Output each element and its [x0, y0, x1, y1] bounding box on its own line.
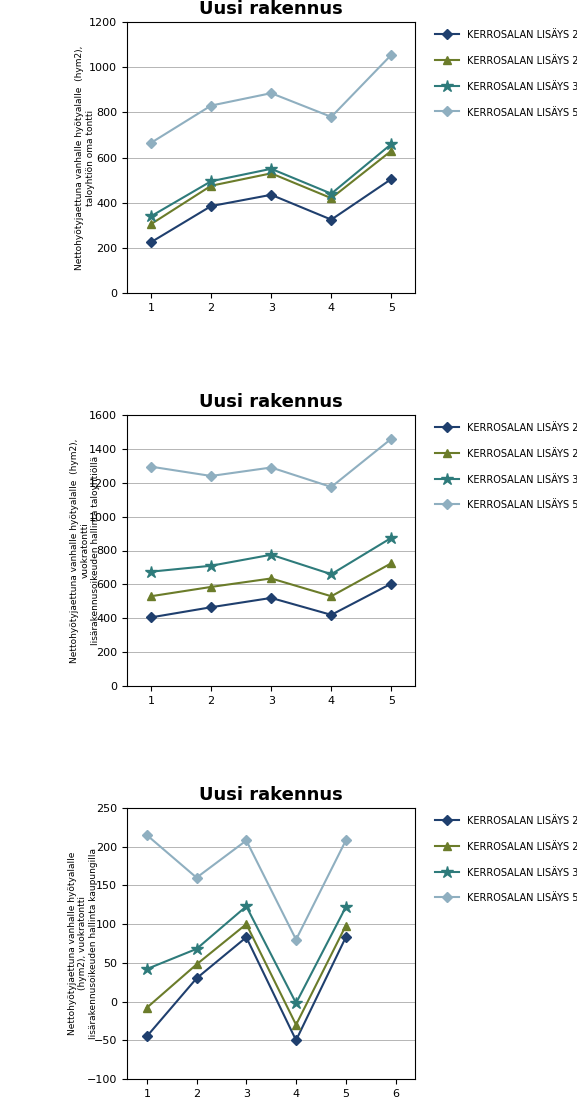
KERROSALAN LISÄYS 2060	[208, 601, 215, 614]
Legend: KERROSALAN LISÄYS 2060, KERROSALAN LISÄYS 2500, KERROSALAN LISÄYS 3000, KERROSAL: KERROSALAN LISÄYS 2060, KERROSALAN LISÄY…	[432, 813, 577, 906]
Line: KERROSALAN LISÄYS 5000: KERROSALAN LISÄYS 5000	[148, 435, 395, 490]
KERROSALAN LISÄYS 3000	[388, 531, 395, 544]
Line: KERROSALAN LISÄYS 2060: KERROSALAN LISÄYS 2060	[148, 175, 395, 246]
KERROSALAN LISÄYS 3000	[143, 962, 150, 975]
Y-axis label: Nettohyötyjaettuna vanhalle hyötyalalle  (hym2),
vuokratontti
lisärakennusoikeud: Nettohyötyjaettuna vanhalle hyötyalalle …	[70, 438, 100, 663]
KERROSALAN LISÄYS 3000	[148, 565, 155, 578]
Title: Uusi rakennus: Uusi rakennus	[199, 786, 343, 804]
Line: KERROSALAN LISÄYS 5000: KERROSALAN LISÄYS 5000	[143, 831, 349, 944]
KERROSALAN LISÄYS 2060	[243, 930, 250, 944]
Y-axis label: Nettohyötyjaettuna vanhalle hyötyalalle
(hym2), vuokratontti
lisärakennusoikeude: Nettohyötyjaettuna vanhalle hyötyalalle …	[68, 848, 98, 1039]
KERROSALAN LISÄYS 3000	[193, 942, 200, 956]
KERROSALAN LISÄYS 2060	[328, 212, 335, 226]
KERROSALAN LISÄYS 2060	[143, 1029, 150, 1043]
KERROSALAN LISÄYS 5000	[388, 432, 395, 445]
Line: KERROSALAN LISÄYS 3000: KERROSALAN LISÄYS 3000	[145, 138, 398, 222]
KERROSALAN LISÄYS 5000	[193, 871, 200, 884]
KERROSALAN LISÄYS 2060	[268, 591, 275, 604]
KERROSALAN LISÄYS 2060	[328, 608, 335, 621]
Line: KERROSALAN LISÄYS 2500: KERROSALAN LISÄYS 2500	[147, 559, 396, 600]
KERROSALAN LISÄYS 2500	[268, 166, 275, 179]
KERROSALAN LISÄYS 3000	[328, 568, 335, 581]
KERROSALAN LISÄYS 2060	[148, 611, 155, 624]
Line: KERROSALAN LISÄYS 2500: KERROSALAN LISÄYS 2500	[147, 146, 396, 228]
KERROSALAN LISÄYS 2500	[388, 144, 395, 157]
KERROSALAN LISÄYS 2500	[328, 192, 335, 205]
KERROSALAN LISÄYS 5000	[208, 469, 215, 482]
KERROSALAN LISÄYS 2500	[342, 919, 349, 933]
KERROSALAN LISÄYS 2500	[388, 557, 395, 570]
Line: KERROSALAN LISÄYS 5000: KERROSALAN LISÄYS 5000	[148, 52, 395, 146]
KERROSALAN LISÄYS 2060	[193, 972, 200, 985]
KERROSALAN LISÄYS 5000	[148, 137, 155, 150]
Line: KERROSALAN LISÄYS 2060: KERROSALAN LISÄYS 2060	[143, 934, 349, 1044]
Line: KERROSALAN LISÄYS 2060: KERROSALAN LISÄYS 2060	[148, 580, 395, 621]
KERROSALAN LISÄYS 3000	[268, 548, 275, 562]
KERROSALAN LISÄYS 3000	[388, 138, 395, 151]
KERROSALAN LISÄYS 2060	[208, 199, 215, 212]
KERROSALAN LISÄYS 2060	[342, 930, 349, 944]
KERROSALAN LISÄYS 3000	[208, 559, 215, 573]
KERROSALAN LISÄYS 2060	[148, 236, 155, 249]
KERROSALAN LISÄYS 3000	[243, 900, 250, 913]
KERROSALAN LISÄYS 2060	[388, 173, 395, 186]
KERROSALAN LISÄYS 5000	[342, 833, 349, 847]
KERROSALAN LISÄYS 2500	[143, 1001, 150, 1014]
KERROSALAN LISÄYS 2060	[388, 577, 395, 590]
KERROSALAN LISÄYS 5000	[148, 460, 155, 473]
KERROSALAN LISÄYS 2500	[208, 580, 215, 593]
KERROSALAN LISÄYS 2500	[193, 958, 200, 971]
KERROSALAN LISÄYS 2500	[328, 590, 335, 603]
KERROSALAN LISÄYS 5000	[268, 461, 275, 475]
Legend: KERROSALAN LISÄYS 2060, KERROSALAN LISÄYS 2500, KERROSALAN LISÄYS 3000, KERROSAL: KERROSALAN LISÄYS 2060, KERROSALAN LISÄY…	[432, 26, 577, 120]
KERROSALAN LISÄYS 5000	[293, 933, 299, 946]
KERROSALAN LISÄYS 3000	[328, 187, 335, 200]
KERROSALAN LISÄYS 3000	[293, 996, 299, 1010]
Line: KERROSALAN LISÄYS 2500: KERROSALAN LISÄYS 2500	[143, 920, 350, 1029]
KERROSALAN LISÄYS 5000	[328, 480, 335, 493]
KERROSALAN LISÄYS 5000	[388, 48, 395, 62]
KERROSALAN LISÄYS 2060	[293, 1034, 299, 1047]
KERROSALAN LISÄYS 2500	[268, 571, 275, 585]
Y-axis label: Nettohyötyjaettuna vanhalle hyötyalalle  (hym2),
taloyhtiön oma tontti: Nettohyötyjaettuna vanhalle hyötyalalle …	[75, 45, 95, 270]
KERROSALAN LISÄYS 2500	[148, 590, 155, 603]
KERROSALAN LISÄYS 2500	[293, 1018, 299, 1032]
KERROSALAN LISÄYS 5000	[208, 99, 215, 112]
KERROSALAN LISÄYS 2500	[243, 917, 250, 930]
KERROSALAN LISÄYS 5000	[268, 87, 275, 100]
KERROSALAN LISÄYS 3000	[342, 901, 349, 914]
Title: Uusi rakennus: Uusi rakennus	[199, 0, 343, 18]
Line: KERROSALAN LISÄYS 3000: KERROSALAN LISÄYS 3000	[145, 532, 398, 580]
KERROSALAN LISÄYS 2500	[208, 179, 215, 193]
KERROSALAN LISÄYS 5000	[328, 110, 335, 123]
KERROSALAN LISÄYS 2500	[148, 218, 155, 231]
KERROSALAN LISÄYS 5000	[243, 833, 250, 847]
KERROSALAN LISÄYS 5000	[143, 828, 150, 841]
KERROSALAN LISÄYS 3000	[148, 209, 155, 222]
KERROSALAN LISÄYS 2060	[268, 188, 275, 201]
Legend: KERROSALAN LISÄYS 2060, KERROSALAN LISÄYS 2500, KERROSALAN LISÄYS 3000, KERROSAL: KERROSALAN LISÄYS 2060, KERROSALAN LISÄY…	[432, 419, 577, 513]
Line: KERROSALAN LISÄYS 3000: KERROSALAN LISÄYS 3000	[141, 900, 352, 1010]
Title: Uusi rakennus: Uusi rakennus	[199, 393, 343, 411]
KERROSALAN LISÄYS 3000	[208, 175, 215, 188]
KERROSALAN LISÄYS 3000	[268, 162, 275, 175]
